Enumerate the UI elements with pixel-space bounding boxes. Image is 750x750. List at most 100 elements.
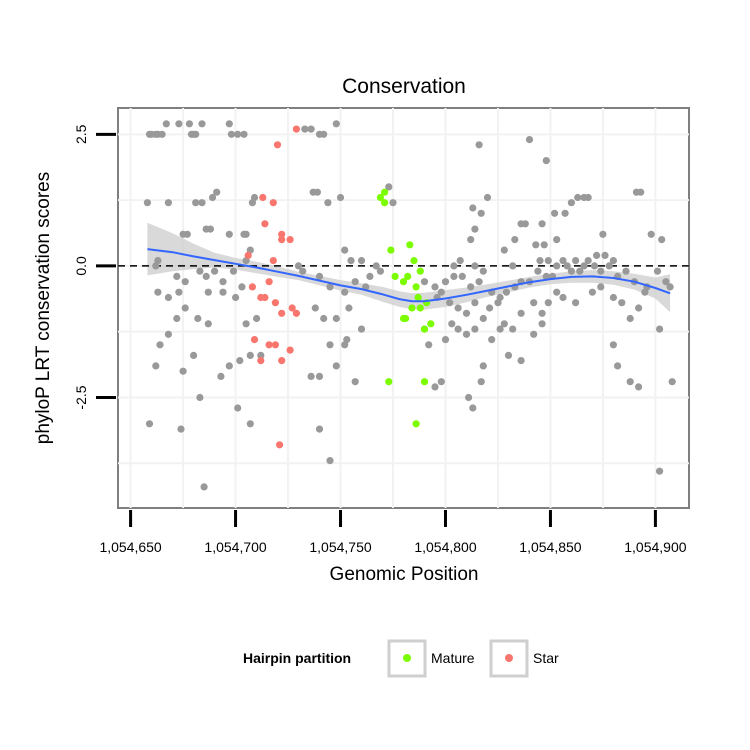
data-point-other	[538, 320, 546, 328]
data-point-other	[351, 278, 359, 286]
data-point-other	[635, 383, 643, 391]
data-point-other	[462, 330, 471, 338]
data-point-other	[202, 272, 210, 280]
x-tick-label: 1,054,700	[204, 539, 266, 555]
data-point-other	[475, 278, 483, 286]
data-point-other	[253, 314, 261, 323]
data-point-other	[542, 272, 550, 280]
x-axis: 1,054,650 1,054,700 1,054,750 1,054,800 1,05…	[99, 510, 687, 555]
data-point-other	[454, 304, 462, 312]
chart-title: Conservation	[342, 75, 466, 98]
data-point-other	[162, 120, 170, 128]
data-point-other	[450, 262, 458, 270]
data-point-other	[190, 351, 198, 359]
data-point-other	[313, 188, 321, 196]
data-point-star	[248, 283, 256, 291]
data-point-other	[540, 241, 548, 249]
data-point-other	[225, 120, 233, 128]
data-point-other	[229, 267, 238, 275]
y-axis-title: phyloP LRT conservation scores	[33, 172, 54, 445]
data-point-star	[250, 336, 259, 344]
data-point-other	[469, 204, 477, 212]
data-point-other	[479, 267, 487, 275]
legend-label-mature: Mature	[431, 650, 475, 666]
data-point-other	[517, 357, 525, 365]
data-point-other	[242, 320, 250, 328]
x-tick-label: 1,054,800	[414, 539, 476, 555]
y-axis: 2.5 0.0 -2.5	[73, 124, 116, 410]
data-point-other	[534, 267, 542, 275]
data-point-other	[500, 246, 508, 254]
data-point-other	[486, 304, 494, 312]
x-tick-label: 1,054,850	[519, 539, 581, 555]
data-point-other	[551, 209, 559, 217]
data-point-other	[467, 236, 475, 244]
data-point-other	[173, 314, 181, 323]
data-point-star	[261, 220, 269, 228]
x-tick-label: 1,054,750	[309, 539, 371, 555]
data-point-other	[315, 272, 324, 280]
legend-dot-star	[505, 654, 513, 662]
data-point-other	[647, 230, 655, 238]
smooth-line	[147, 248, 671, 303]
data-point-other	[336, 193, 345, 202]
y-tick-label: -2.5	[73, 385, 89, 409]
data-point-other	[572, 299, 580, 307]
data-point-star	[288, 304, 296, 312]
data-point-other	[208, 193, 217, 202]
data-point-mature	[416, 267, 424, 275]
data-point-other	[198, 199, 206, 207]
series-star	[244, 125, 300, 449]
data-point-other	[605, 262, 613, 270]
data-point-other	[145, 420, 154, 428]
data-point-star	[292, 125, 300, 133]
data-point-other	[164, 330, 172, 338]
data-point-other	[343, 336, 351, 344]
data-point-mature	[414, 293, 422, 302]
data-point-other	[206, 225, 214, 233]
data-point-star	[278, 309, 286, 317]
data-point-other	[196, 267, 204, 275]
data-point-other	[181, 278, 189, 286]
data-point-other	[626, 314, 634, 323]
data-point-other	[177, 425, 185, 433]
data-point-other	[471, 299, 479, 307]
data-point-mature	[404, 272, 412, 280]
data-point-other	[248, 199, 256, 207]
data-point-other	[332, 362, 340, 370]
data-point-mature	[412, 420, 420, 428]
data-point-other	[315, 372, 324, 380]
data-point-other	[614, 362, 622, 370]
data-point-other	[246, 420, 254, 428]
data-point-other	[357, 257, 366, 265]
data-point-other	[341, 288, 349, 296]
data-point-star	[271, 299, 279, 307]
data-point-other	[173, 272, 181, 280]
data-point-other	[559, 293, 567, 302]
data-point-other	[219, 278, 227, 286]
legend-label-star: Star	[533, 650, 559, 666]
data-point-other	[315, 425, 324, 433]
data-point-mature	[420, 325, 429, 333]
data-point-mature	[427, 320, 435, 328]
x-tick-label: 1,054,900	[624, 539, 686, 555]
data-point-star	[257, 357, 265, 365]
data-point-other	[576, 267, 584, 275]
data-point-other	[179, 367, 187, 375]
data-point-star	[265, 341, 273, 349]
plot-panel	[117, 107, 690, 509]
data-point-other	[225, 362, 233, 370]
data-point-other	[181, 304, 189, 312]
data-point-other	[637, 188, 645, 196]
data-point-other	[213, 188, 221, 196]
data-point-other	[366, 272, 374, 280]
smooth-line-group	[147, 248, 671, 303]
data-point-other	[567, 199, 576, 207]
data-point-other	[431, 383, 439, 391]
data-point-other	[372, 262, 380, 270]
data-point-star	[259, 193, 267, 202]
data-point-other	[324, 199, 332, 207]
data-point-other	[341, 246, 349, 254]
data-point-other	[561, 209, 569, 217]
data-point-star	[269, 199, 277, 207]
